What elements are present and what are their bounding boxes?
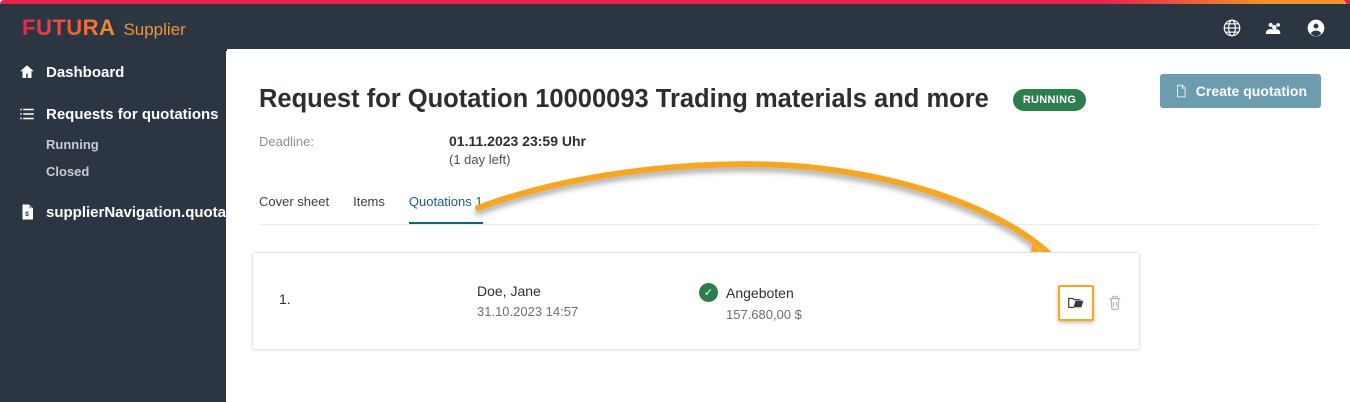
svg-text:$: $	[25, 211, 29, 218]
